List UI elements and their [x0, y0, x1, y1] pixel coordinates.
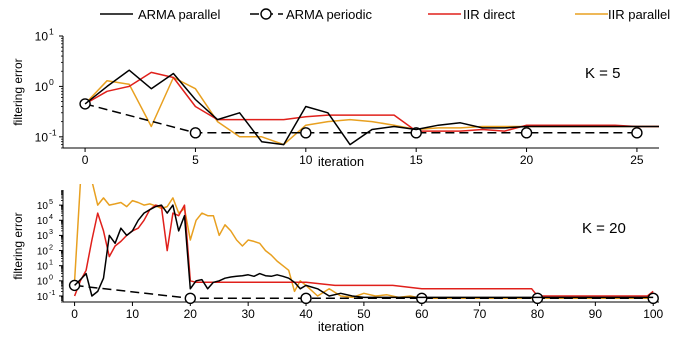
x-tick-label: 25: [630, 153, 644, 167]
x-tick-label: 20: [520, 153, 534, 167]
legend-label-iir-parallel: IIR parallel: [608, 7, 670, 22]
y-tick-exponent: 3: [49, 227, 53, 236]
x-tick-label: 40: [299, 307, 313, 321]
x-tick-label: 90: [589, 307, 603, 321]
y-tick-label: 10: [35, 80, 49, 94]
series-line-arma-periodic: [84, 103, 637, 134]
k-annotation: K = 20: [582, 220, 626, 237]
k-annotation: K = 5: [585, 65, 620, 82]
data-point-arma-periodic: [416, 292, 428, 305]
x-tick-label: 0: [71, 307, 78, 321]
y-tick-exponent: 4: [49, 212, 53, 221]
legend-marker-arma-periodic: [260, 8, 272, 20]
data-point-arma-periodic: [184, 292, 197, 305]
data-point-arma-periodic: [189, 127, 202, 139]
x-tick-label: 15: [410, 153, 424, 167]
y-tick-label: 10: [37, 261, 49, 272]
y-axis-label: filtering error: [11, 58, 25, 125]
series-line-arma-parallel: [84, 69, 659, 146]
y-tick-label: 10: [37, 246, 49, 257]
x-tick-label: 100: [643, 307, 663, 321]
x-tick-label: 5: [192, 153, 199, 167]
x-tick-label: 80: [531, 307, 545, 321]
y-tick-label: 10: [35, 30, 49, 44]
series-line-arma-parallel: [74, 204, 654, 299]
y-tick-exponent: 2: [49, 242, 53, 251]
x-tick-label: 10: [126, 307, 140, 321]
y-tick-exponent: 0: [49, 273, 53, 282]
series-line-arma-periodic: [74, 284, 654, 300]
y-tick-label: 10: [35, 130, 49, 144]
y-tick-label: 10: [37, 216, 49, 227]
series-line-iir-parallel: [73, 184, 654, 300]
data-point-arma-periodic: [410, 127, 422, 139]
legend-label-arma-periodic: ARMA periodic: [286, 7, 372, 22]
series-line-iir-direct: [73, 204, 654, 297]
y-tick-exponent: 0: [49, 77, 54, 87]
y-tick-label: 10: [37, 201, 49, 212]
data-point-arma-periodic: [647, 292, 659, 305]
series-line-iir-direct: [84, 71, 659, 132]
x-axis-label: iteration: [318, 154, 364, 169]
y-tick-exponent: 5: [49, 197, 53, 206]
y-tick-exponent: 1: [49, 27, 54, 37]
y-tick-label: 10: [37, 277, 49, 288]
series-line-iir-parallel: [84, 76, 659, 146]
x-tick-label: 20: [184, 307, 198, 321]
y-tick-exponent: -1: [49, 288, 55, 297]
y-tick-exponent: -1: [49, 127, 57, 137]
legend: ARMA parallel ARMA periodic IIR direct IIR …: [100, 7, 670, 22]
x-tick-label: 30: [241, 307, 255, 321]
x-tick-label: 0: [82, 153, 89, 167]
y-tick-label: 10: [37, 292, 49, 303]
x-axis-label: iteration: [318, 319, 364, 334]
data-point-arma-periodic: [631, 127, 643, 139]
data-point-arma-periodic: [300, 292, 312, 305]
x-tick-label: 50: [357, 307, 371, 321]
data-point-arma-periodic: [300, 127, 312, 139]
legend-label-iir-direct: IIR direct: [463, 7, 515, 22]
x-tick-label: 10: [299, 153, 313, 167]
data-point-arma-periodic: [531, 292, 544, 305]
y-tick-label: 10: [37, 231, 49, 242]
legend-label-arma-parallel: ARMA parallel: [138, 7, 220, 22]
y-axis-label: filtering error: [11, 212, 25, 279]
data-point-arma-periodic: [520, 127, 533, 139]
y-tick-exponent: 1: [49, 257, 53, 266]
x-tick-label: 60: [415, 307, 429, 321]
x-tick-label: 70: [473, 307, 487, 321]
